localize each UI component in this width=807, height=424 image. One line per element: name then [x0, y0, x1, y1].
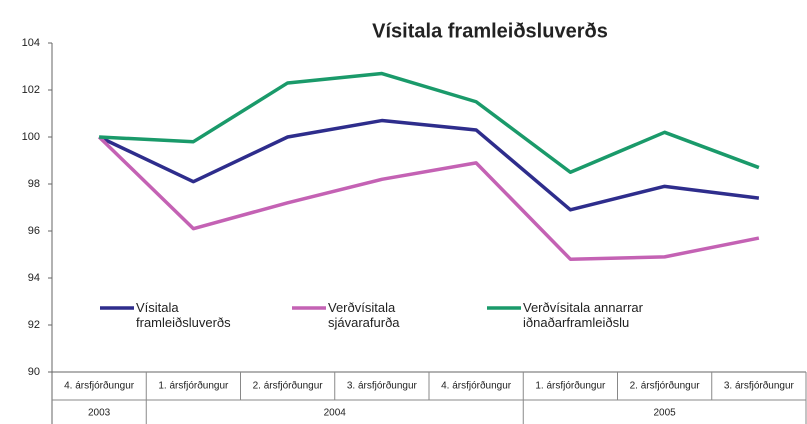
chart-title: Vísitala framleiðsluverðs [372, 20, 608, 42]
y-tick-label: 100 [22, 131, 40, 143]
x-tick-label: 2. ársfjórðungur [630, 380, 701, 392]
legend-label: Verðvísitala annarrar iðnaðarframleiðslu [523, 300, 643, 330]
group-label: 2004 [324, 408, 347, 419]
legend-label: Vísitala framleiðsluverðs [136, 300, 231, 330]
x-tick-label: 4. ársfjórðungur [64, 380, 135, 392]
y-tick-label: 94 [28, 272, 40, 284]
x-tick-label: 3. ársfjórðungur [724, 380, 795, 392]
x-tick-label: 1. ársfjórðungur [535, 380, 606, 392]
x-tick-label: 4. ársfjórðungur [441, 380, 512, 392]
series-line [97, 135, 760, 261]
x-tick-label: 1. ársfjórðungur [158, 380, 229, 392]
y-tick-label: 92 [28, 319, 40, 331]
y-tick-label: 104 [22, 37, 40, 49]
y-tick-label: 98 [28, 178, 40, 190]
group-label: 2005 [654, 408, 677, 419]
y-tick-label: 90 [28, 366, 40, 378]
series-line [98, 118, 760, 212]
x-tick-label: 3. ársfjórðungur [347, 380, 418, 392]
y-tick-label: 102 [22, 84, 40, 96]
series-line [99, 71, 760, 174]
y-tick-label: 96 [28, 225, 40, 237]
x-tick-label: 2. ársfjórðungur [253, 380, 324, 392]
group-label: 2003 [88, 408, 111, 419]
legend-label: Verðvísitala sjávarafurða [328, 300, 400, 330]
